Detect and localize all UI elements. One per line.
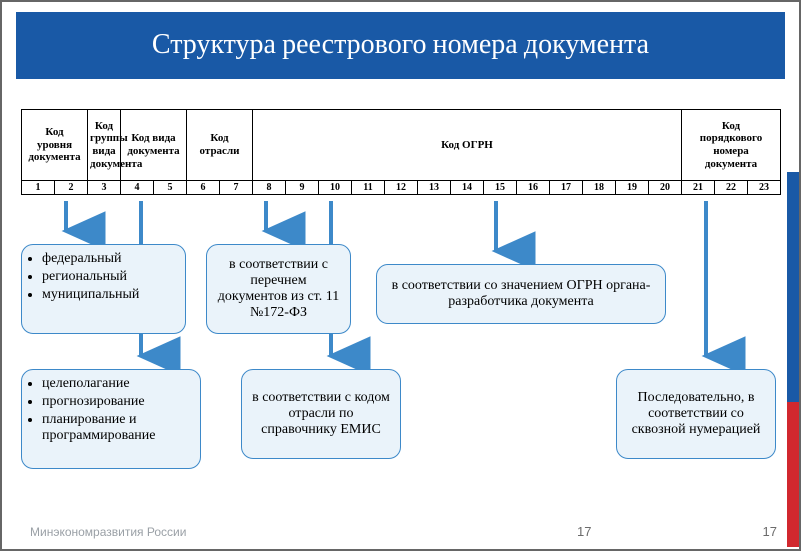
annotation-item: прогнозирование: [42, 394, 200, 410]
table-cell: 19: [616, 181, 649, 195]
footer-page-center: 17: [577, 524, 591, 539]
table-cell: 2: [55, 181, 88, 195]
annotation-b1: федеральный региональный муниципальный: [21, 244, 186, 334]
table-cell: 21: [682, 181, 715, 195]
table-cell: 1: [22, 181, 55, 195]
table-cell: 16: [517, 181, 550, 195]
footer-page-right: 17: [763, 524, 777, 539]
slide-title: Структура реестрового номера документа: [16, 12, 785, 79]
table-cell: 9: [286, 181, 319, 195]
annotation-item: федеральный: [42, 251, 185, 267]
table-header: Кодгруппывидадокумента: [88, 110, 121, 181]
table-header: Кодотрасли: [187, 110, 253, 181]
structure-table: КодуровнядокументаКодгруппывидадокумента…: [21, 109, 781, 195]
table-cell: 23: [748, 181, 781, 195]
table-cell: 4: [121, 181, 154, 195]
annotation-item: планирование и программирование: [42, 412, 200, 444]
table-cell: 17: [550, 181, 583, 195]
table-cell: 7: [220, 181, 253, 195]
table-cell: 14: [451, 181, 484, 195]
footer-org: Минэкономразвития России: [30, 525, 186, 539]
table-cell: 22: [715, 181, 748, 195]
table-cell: 3: [88, 181, 121, 195]
slide-content: КодуровнядокументаКодгруппывидадокумента…: [16, 79, 785, 519]
edge-stripe: [787, 402, 799, 547]
table-header: Кодуровнядокумента: [22, 110, 88, 181]
annotation-b6: Последовательно, в соответствии со сквоз…: [616, 369, 776, 459]
table-cell: 10: [319, 181, 352, 195]
table-cell: 8: [253, 181, 286, 195]
annotation-item: муниципальный: [42, 287, 185, 303]
table-cell: 13: [418, 181, 451, 195]
table-cell: 5: [154, 181, 187, 195]
table-cell: 15: [484, 181, 517, 195]
annotation-item: региональный: [42, 269, 185, 285]
table-cell: 20: [649, 181, 682, 195]
edge-stripe: [787, 172, 799, 402]
table-cell: 18: [583, 181, 616, 195]
table-cell: 6: [187, 181, 220, 195]
table-cell: 11: [352, 181, 385, 195]
table-header: Код ОГРН: [253, 110, 682, 181]
table-cell: 12: [385, 181, 418, 195]
annotation-b3: в соответствии с перечнем документов из …: [206, 244, 351, 334]
annotation-b4: в соответствии с кодом отрасли по справо…: [241, 369, 401, 459]
annotation-item: целеполагание: [42, 376, 200, 392]
annotation-b2: целеполагание прогнозирование планирование…: [21, 369, 201, 469]
table-header: Кодпорядковогономерадокумента: [682, 110, 781, 181]
annotation-b5: в соответствии со значением ОГРН органа-…: [376, 264, 666, 324]
